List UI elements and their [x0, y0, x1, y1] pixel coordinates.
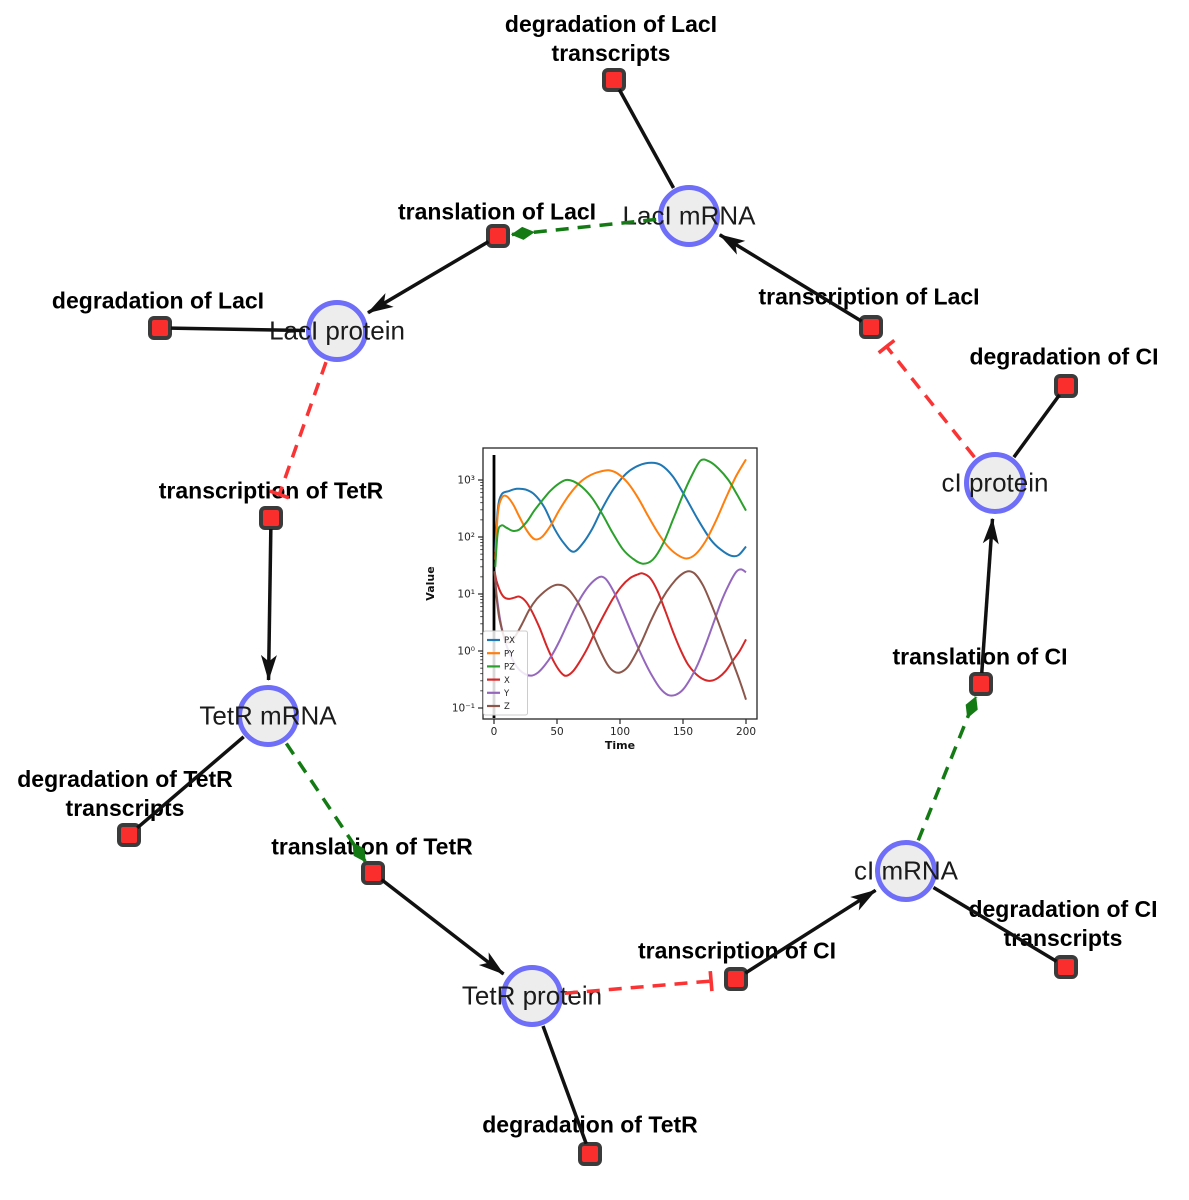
reaction-label-transcription-laci: transcription of LacI: [758, 283, 980, 310]
series-line-PZ: [494, 458, 747, 567]
edge-catalysis-laci-mrna-to-translation-laci: [510, 217, 657, 240]
edge-line-ci-protein-to-deg-ci: [1012, 393, 1061, 459]
series-line-Z: [493, 570, 747, 700]
reaction-label-transcription-tetr: transcription of TetR: [158, 477, 384, 504]
reaction-label-deg-ci-transcripts: degradation of CI transcripts: [968, 895, 1157, 953]
chart-frame: [482, 447, 758, 720]
reaction-node-deg-tetr-transcripts[interactable]: [117, 823, 141, 847]
edge-line-tetr-protein-to-deg-tetr: [541, 1025, 588, 1145]
edge-arrow-transcription-ci-to-ci-mrna: [744, 888, 877, 975]
y-tick-label: 10³: [457, 475, 475, 487]
reaction-label-line: degradation of LacI: [504, 11, 718, 37]
reaction-label-deg-tetr: degradation of TetR: [482, 1111, 698, 1138]
species-node-ci-protein[interactable]: [964, 452, 1026, 514]
reaction-label-deg-ci: degradation of CI: [969, 343, 1159, 370]
edge-inhibition-tetr-protein-to-transcription-ci: [564, 970, 714, 996]
edge-arrow-translation-laci-to-laci-protein: [367, 240, 490, 315]
reaction-label-deg-tetr-transcripts: degradation of TetR transcripts: [17, 765, 233, 823]
reaction-label-translation-ci: translation of CI: [892, 643, 1068, 670]
x-tick-label: 200: [736, 726, 756, 738]
reaction-label-line: transcripts: [551, 40, 671, 66]
edge-arrow-translation-tetr-to-tetr-protein: [380, 878, 505, 976]
reaction-node-translation-ci[interactable]: [969, 672, 993, 696]
reaction-node-deg-laci[interactable]: [148, 316, 172, 340]
reaction-node-translation-laci[interactable]: [486, 224, 510, 248]
y-tick-label: 10¹: [457, 589, 475, 601]
species-node-tetr-mrna[interactable]: [237, 685, 299, 747]
edge-inhibition-laci-protein-to-transcription-tetr: [269, 361, 328, 500]
edge-line-deg-laci-transcripts-to-laci-mrna: [617, 88, 676, 189]
reaction-node-transcription-laci[interactable]: [859, 315, 883, 339]
edge-inhibition-ci-protein-to-transcription-laci: [877, 338, 976, 459]
edge-line-tetr-mrna-to-deg-tetr-transcripts: [136, 735, 245, 830]
reaction-node-translation-tetr[interactable]: [361, 861, 385, 885]
reaction-label-deg-laci-transcripts: degradation of LacI transcripts: [505, 10, 717, 68]
reaction-label-deg-laci: degradation of LacI: [51, 287, 265, 314]
legend-label-Z: Z: [504, 702, 510, 712]
reaction-node-deg-laci-transcripts[interactable]: [602, 68, 626, 92]
reaction-label-transcription-ci: transcription of CI: [637, 937, 837, 964]
species-node-tetr-protein[interactable]: [501, 965, 563, 1027]
reaction-label-line: transcripts: [65, 795, 185, 821]
reaction-label-translation-laci: translation of LacI: [397, 198, 597, 225]
series-line-PX: [494, 461, 747, 558]
y-tick-label: 10⁰: [457, 646, 475, 658]
edge-arrow-translation-ci-to-ci-protein: [980, 517, 999, 674]
reaction-label-line: degradation of CI: [968, 896, 1158, 922]
chart-xlabel: Time: [605, 739, 635, 752]
edge-catalysis-ci-mrna-to-translation-ci: [916, 696, 978, 842]
x-tick-label: 150: [673, 726, 693, 738]
legend-box: [483, 630, 528, 716]
series-line-PY: [494, 458, 747, 560]
edge-arrow-transcription-laci-to-laci-mrna: [718, 233, 863, 323]
reaction-node-deg-ci[interactable]: [1054, 374, 1078, 398]
edge-arrow-transcription-tetr-to-tetr-mrna: [260, 528, 277, 682]
reaction-node-transcription-tetr[interactable]: [259, 506, 283, 530]
reaction-label-line: transcripts: [1003, 925, 1123, 951]
reaction-label-line: degradation of TetR: [17, 766, 233, 792]
chart-ylabel: Value: [424, 566, 437, 600]
legend-label-Y: Y: [503, 689, 510, 699]
legend-label-PZ: PZ: [504, 663, 515, 673]
legend-label-PX: PX: [504, 636, 515, 646]
edge-catalysis-tetr-mrna-to-translation-tetr: [284, 742, 367, 863]
x-tick-label: 50: [550, 726, 563, 738]
y-tick-label: 10²: [457, 532, 475, 544]
reaction-node-deg-tetr[interactable]: [578, 1142, 602, 1166]
legend-label-PY: PY: [504, 649, 515, 659]
reaction-node-transcription-ci[interactable]: [724, 967, 748, 991]
x-tick-label: 0: [491, 726, 498, 738]
legend-label-X: X: [504, 676, 510, 686]
species-node-laci-protein[interactable]: [306, 300, 368, 362]
series-line-X: [493, 571, 747, 682]
edge-line-ci-mrna-to-deg-ci-transcripts: [932, 885, 1058, 963]
reaction-label-translation-tetr: translation of TetR: [271, 833, 473, 860]
series-line-Y: [493, 568, 747, 697]
species-node-laci-mrna[interactable]: [658, 185, 720, 247]
edge-line-deg-laci-to-laci-protein: [170, 326, 306, 333]
species-node-ci-mrna[interactable]: [875, 840, 937, 902]
x-tick-label: 100: [610, 726, 630, 738]
reaction-node-deg-ci-transcripts[interactable]: [1054, 955, 1078, 979]
y-tick-label: 10⁻¹: [452, 703, 475, 715]
